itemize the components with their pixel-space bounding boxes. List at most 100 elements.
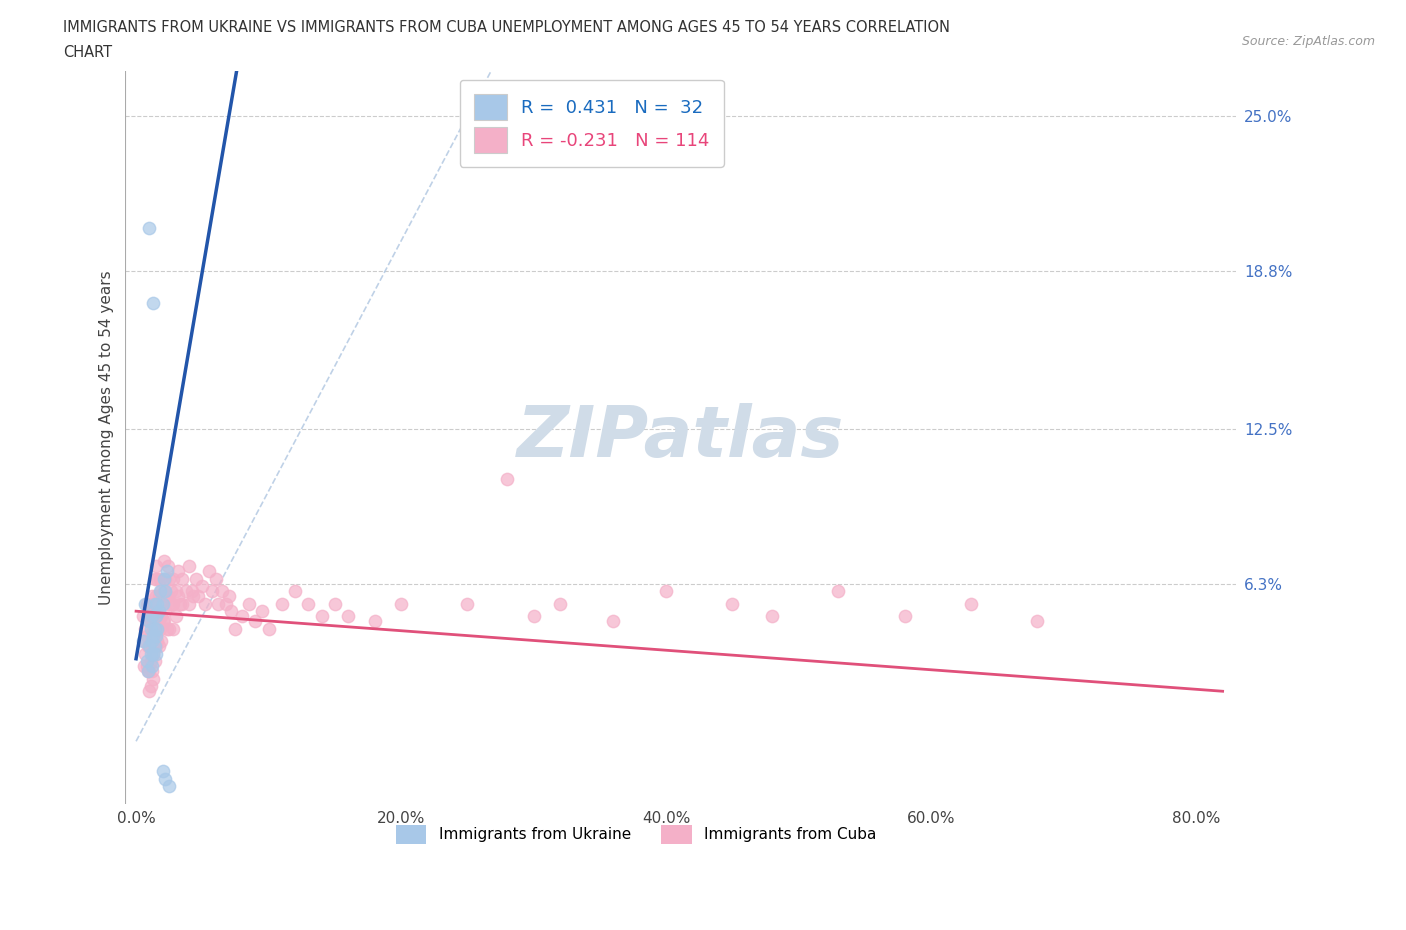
Point [135, 654, 157, 669]
Legend: Immigrants from Ukraine, Immigrants from Cuba: Immigrants from Ukraine, Immigrants from… [388, 817, 884, 851]
Point [135, 596, 157, 611]
Point [153, 553, 176, 568]
Point [142, 629, 165, 644]
Point [167, 589, 190, 604]
Text: ZIPatlas: ZIPatlas [517, 403, 845, 472]
Point [146, 596, 169, 611]
Point [136, 664, 159, 679]
Point [141, 614, 163, 629]
Point [141, 658, 163, 673]
Point [155, 771, 177, 786]
Point [827, 584, 849, 599]
Point [211, 584, 233, 599]
Point [149, 596, 172, 611]
Point [145, 614, 167, 629]
Point [1026, 614, 1049, 629]
Point [245, 614, 267, 629]
Point [138, 614, 160, 629]
Point [215, 596, 238, 611]
Point [139, 646, 162, 661]
Point [218, 589, 240, 604]
Point [162, 596, 184, 611]
Point [141, 639, 163, 654]
Point [152, 614, 174, 629]
Point [149, 584, 172, 599]
Point [146, 633, 169, 648]
Point [142, 296, 165, 311]
Point [142, 621, 165, 636]
Point [150, 584, 173, 599]
Point [155, 589, 177, 604]
Point [145, 639, 167, 654]
Text: IMMIGRANTS FROM UKRAINE VS IMMIGRANTS FROM CUBA UNEMPLOYMENT AMONG AGES 45 TO 54: IMMIGRANTS FROM UKRAINE VS IMMIGRANTS FR… [63, 20, 950, 35]
Point [131, 609, 153, 624]
Point [153, 571, 176, 586]
Point [143, 596, 166, 611]
Point [721, 596, 744, 611]
Point [143, 571, 166, 586]
Point [132, 633, 155, 648]
Point [523, 609, 546, 624]
Point [238, 596, 260, 611]
Point [149, 571, 172, 586]
Point [655, 584, 678, 599]
Point [165, 609, 187, 624]
Point [159, 584, 181, 599]
Point [194, 596, 217, 611]
Point [257, 621, 280, 636]
Point [323, 596, 346, 611]
Point [960, 596, 983, 611]
Point [152, 589, 174, 604]
Point [136, 664, 159, 679]
Point [142, 596, 165, 611]
Point [139, 654, 162, 669]
Point [162, 571, 184, 586]
Point [135, 658, 157, 673]
Point [153, 614, 176, 629]
Point [150, 633, 173, 648]
Point [139, 629, 162, 644]
Point [165, 584, 187, 599]
Point [141, 589, 163, 604]
Point [761, 609, 783, 624]
Text: Source: ZipAtlas.com: Source: ZipAtlas.com [1241, 35, 1375, 48]
Point [231, 609, 253, 624]
Text: CHART: CHART [63, 45, 112, 60]
Point [893, 609, 915, 624]
Point [548, 596, 571, 611]
Point [134, 646, 156, 661]
Point [153, 584, 176, 599]
Point [150, 609, 173, 624]
Point [149, 621, 172, 636]
Point [363, 614, 385, 629]
Point [207, 596, 229, 611]
Point [297, 596, 319, 611]
Point [155, 621, 177, 636]
Point [135, 629, 157, 644]
Point [456, 596, 478, 611]
Point [143, 654, 166, 669]
Point [270, 596, 292, 611]
Point [134, 621, 156, 636]
Point [141, 664, 163, 679]
Point [184, 571, 207, 586]
Point [155, 564, 177, 578]
Point [160, 596, 183, 611]
Point [167, 564, 190, 578]
Y-axis label: Unemployment Among Ages 45 to 54 years: Unemployment Among Ages 45 to 54 years [100, 270, 114, 604]
Point [138, 639, 160, 654]
Point [224, 621, 246, 636]
Point [177, 596, 200, 611]
Point [139, 604, 162, 618]
Point [146, 571, 169, 586]
Point [191, 578, 214, 593]
Point [177, 559, 200, 574]
Point [204, 571, 226, 586]
Point [157, 571, 180, 586]
Point [138, 664, 160, 679]
Point [145, 646, 167, 661]
Point [169, 596, 191, 611]
Point [145, 559, 167, 574]
Point [602, 614, 624, 629]
Point [143, 604, 166, 618]
